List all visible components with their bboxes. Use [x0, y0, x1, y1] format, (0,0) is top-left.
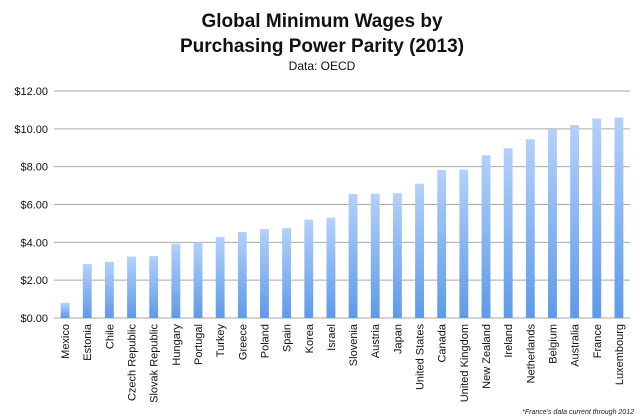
y-tick-label: $6.00	[20, 200, 48, 212]
bar	[237, 231, 247, 318]
bar	[415, 183, 424, 318]
bar	[459, 169, 469, 318]
y-tick-label: $4.00	[20, 237, 48, 249]
x-category-label: Portugal	[193, 324, 205, 365]
bar	[481, 155, 491, 318]
x-category-label: Slovak Republic	[149, 324, 161, 403]
bar	[326, 217, 336, 318]
x-category-label: Belgium	[547, 324, 559, 364]
x-category-label: Hungary	[171, 324, 183, 366]
bar	[592, 118, 602, 318]
bar	[60, 302, 70, 318]
x-category-label: Korea	[304, 323, 316, 353]
y-tick-label: $8.00	[20, 162, 48, 174]
bar	[525, 139, 535, 318]
x-category-label: United States	[415, 324, 427, 391]
y-axis-ticks: $0.00 $2.00 $4.00 $6.00 $8.00 $10.00 $12.00	[14, 86, 48, 325]
chart-subtitle: Data: OECD	[289, 59, 356, 73]
bar	[503, 148, 513, 318]
chart-title-line-1: Global Minimum Wages by	[201, 11, 442, 32]
bar	[437, 170, 447, 318]
chart-footnote: *France's data current through 2012	[522, 409, 634, 416]
x-category-label: Chile	[104, 324, 116, 349]
bar	[370, 193, 380, 318]
x-category-label: Turkey	[215, 324, 227, 358]
bar	[348, 194, 358, 318]
bars	[60, 117, 624, 318]
bar	[171, 243, 181, 318]
x-category-label: Canada	[437, 323, 449, 362]
x-category-label: France	[592, 324, 604, 358]
y-tick-label: $12.00	[14, 86, 48, 98]
grid-lines	[54, 90, 630, 319]
x-category-label: United Kingdom	[459, 324, 471, 402]
x-category-label: Ireland	[503, 324, 515, 358]
bar	[304, 219, 314, 318]
bar	[392, 193, 402, 318]
x-category-label: Luxembourg	[614, 324, 626, 385]
bar	[127, 256, 136, 318]
x-category-label: Australia	[570, 323, 582, 367]
x-category-label: Netherlands	[525, 324, 537, 384]
x-category-label: Austria	[370, 323, 382, 358]
x-category-label: Czech Republic	[127, 324, 139, 402]
x-axis-labels: Mexico Estonia Chile Czech Republic Slovak R…	[60, 323, 626, 403]
bar	[260, 229, 269, 318]
x-category-label: Japan	[392, 324, 404, 354]
bar	[570, 125, 580, 318]
x-category-label: Spain	[282, 324, 294, 352]
bar	[548, 129, 557, 318]
x-category-label: Greece	[237, 324, 249, 360]
y-tick-label: $10.00	[14, 124, 48, 136]
x-category-label: New Zealand	[481, 324, 493, 389]
x-category-label: Mexico	[60, 324, 72, 359]
bar	[82, 264, 92, 318]
bar	[149, 256, 159, 318]
x-category-label: Poland	[259, 324, 271, 358]
x-category-label: Estonia	[82, 323, 94, 361]
y-tick-label: $0.00	[20, 313, 48, 325]
bar	[282, 228, 292, 318]
bar	[193, 242, 203, 318]
x-category-label: Slovenia	[348, 323, 360, 366]
bar	[614, 117, 624, 318]
x-category-label: Israel	[326, 324, 338, 351]
chart-title-line-2: Purchasing Power Parity (2013)	[180, 36, 464, 57]
bar	[215, 237, 225, 318]
bar	[104, 261, 114, 318]
y-tick-label: $2.00	[20, 275, 48, 287]
